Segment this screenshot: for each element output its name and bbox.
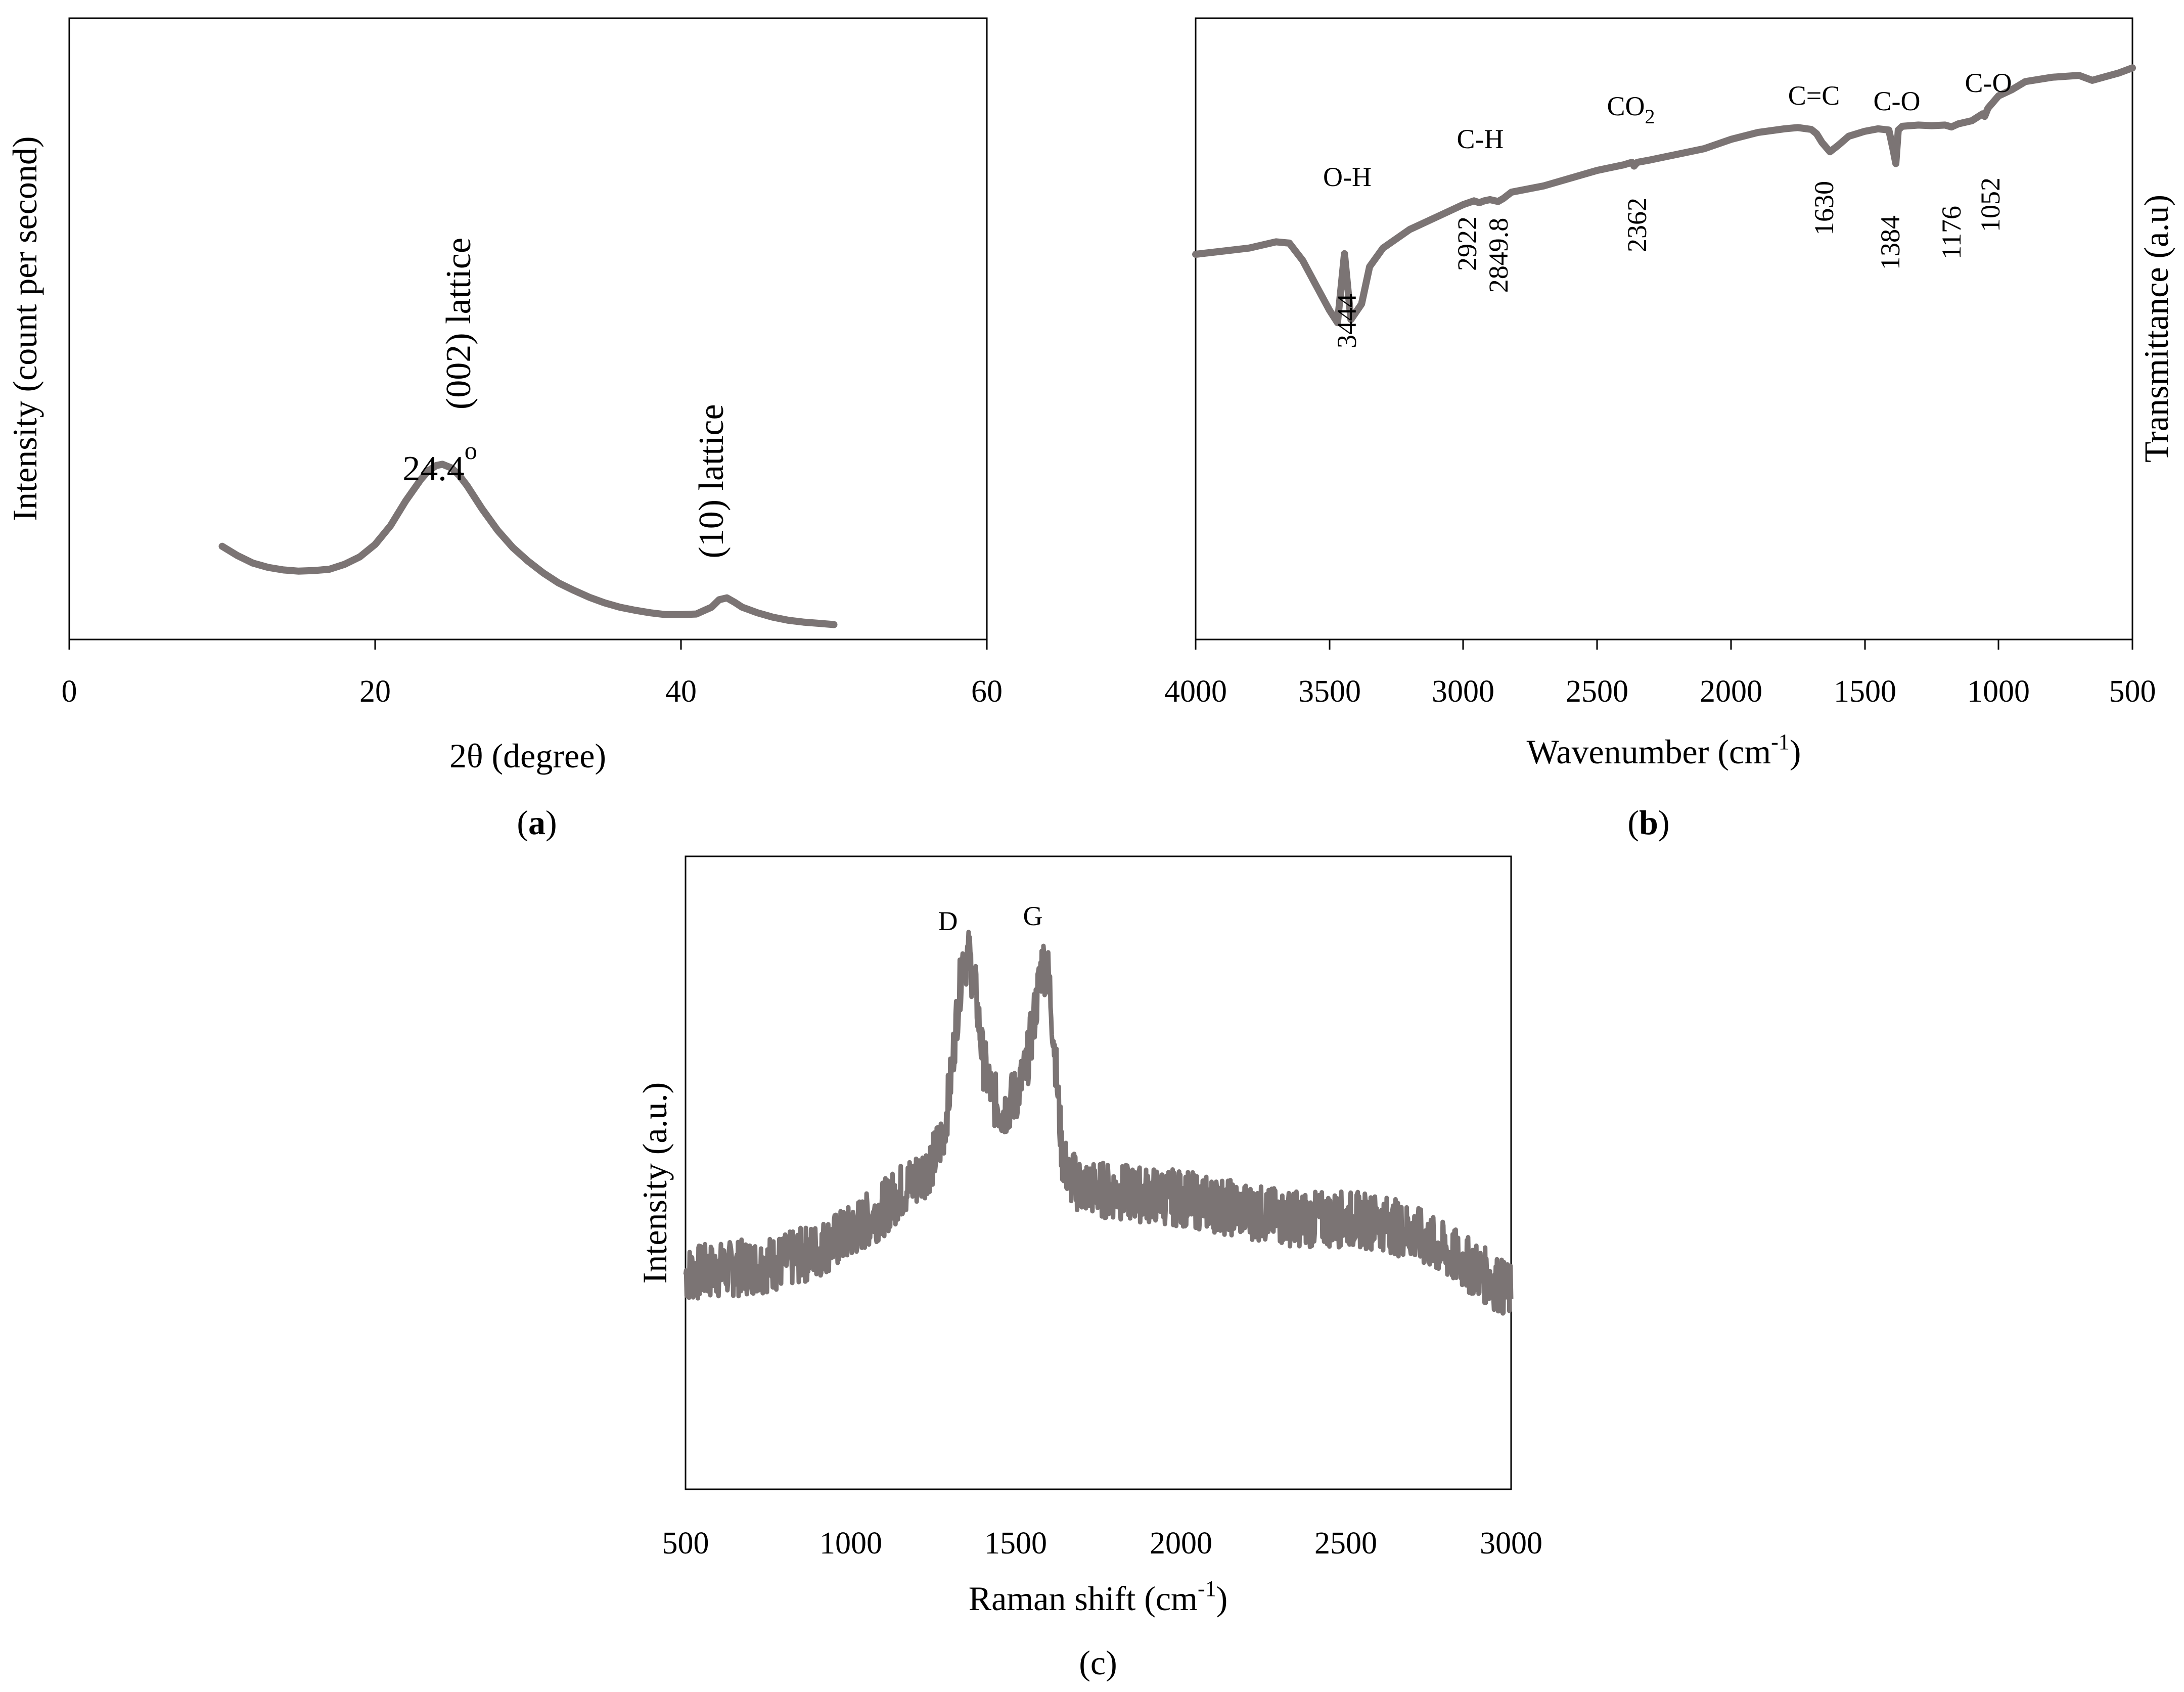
wavenumber-2849-8: 2849.8 (1483, 218, 1514, 293)
x-tick-label: 2500 (1566, 674, 1628, 709)
group-label-cc: C=C (1788, 80, 1840, 111)
wavenumber-2362: 2362 (1622, 198, 1652, 252)
peak-label-24-4: 24.4o (402, 436, 477, 488)
peak-label-24-4-value: 24.4 (402, 449, 465, 488)
group-label-co-1: C-O (1874, 86, 1921, 116)
wavenumber-1384: 1384 (1875, 215, 1905, 270)
x-axis-title-b-sup: -1 (1771, 729, 1790, 754)
plot-area-a (68, 17, 988, 641)
group-label-ch: C-H (1457, 124, 1504, 154)
x-tick-label: 1000 (820, 1526, 882, 1561)
band-label-g: G (1023, 901, 1043, 931)
group-label-co2: CO2 (1607, 91, 1655, 128)
panel-letter-b: b (1639, 803, 1658, 842)
y-axis-title-c: Intensity (a.u.) (635, 1082, 674, 1284)
lattice-002-label: (002) lattice (439, 238, 478, 409)
wavenumber-1176: 1176 (1936, 206, 1967, 259)
wavenumber-2922: 2922 (1452, 216, 1482, 271)
x-tick-label: 500 (662, 1526, 709, 1561)
wavenumber-1630: 1630 (1809, 181, 1839, 236)
panel-b: 4000 3500 3000 2500 2000 1500 1000 500 W… (1164, 17, 2175, 842)
x-ticks-b: 4000 3500 3000 2500 2000 1500 1000 500 (1164, 639, 2156, 709)
panel-label-b: (b) (1627, 803, 1669, 842)
x-axis-title-c: Raman shift (cm-1) (969, 1576, 1228, 1618)
panel-a: 0 20 40 60 2θ (degree) Intensity (count … (6, 17, 1003, 842)
x-tick-label: 1500 (984, 1526, 1047, 1561)
xrd-series-line (218, 461, 838, 628)
panel-label-c: (c) (1079, 1643, 1117, 1682)
x-tick-label: 1000 (1967, 674, 2030, 709)
x-axis-title-b: Wavenumber (cm-1) (1527, 729, 1801, 771)
x-axis-title-c-end: ) (1216, 1579, 1228, 1618)
x-tick-label: 20 (359, 674, 391, 709)
x-tick-label: 0 (62, 674, 77, 709)
x-axis-title-c-sup: -1 (1198, 1576, 1216, 1601)
x-tick-label: 500 (2109, 674, 2156, 709)
panel-letter-a: a (528, 803, 545, 842)
x-tick-label: 2000 (1700, 674, 1762, 709)
ftir-series-line (1192, 64, 2136, 327)
panel-c: 500 1000 1500 2000 2500 3000 Raman shift… (635, 855, 1543, 1682)
x-tick-label: 3500 (1298, 674, 1361, 709)
x-tick-label: 3000 (1432, 674, 1494, 709)
x-tick-label: 3000 (1480, 1526, 1542, 1561)
lattice-10-label: (10) lattice (692, 404, 731, 558)
x-tick-label: 2500 (1314, 1526, 1377, 1561)
panel-label-a: (a) (517, 803, 557, 842)
group-label-co-2: C-O (1965, 68, 2012, 98)
x-tick-label: 2000 (1150, 1526, 1212, 1561)
wavenumber-1052: 1052 (1975, 177, 2006, 232)
plot-area-b (1195, 17, 2133, 641)
band-label-d: D (938, 906, 958, 936)
y-axis-title-a: Intensity (count per second) (6, 136, 44, 521)
x-axis-title-b-end: ) (1790, 733, 1801, 771)
x-tick-label: 40 (665, 674, 697, 709)
group-label-co2-main: CO (1607, 91, 1645, 121)
y-axis-title-b: Transmittance (a.u) (2137, 195, 2175, 463)
x-axis-title-b-main: Wavenumber (cm (1527, 733, 1771, 771)
x-tick-label: 4000 (1164, 674, 1227, 709)
raman-series-line (683, 930, 1514, 1316)
x-ticks-c: 500 1000 1500 2000 2500 3000 (662, 1526, 1543, 1561)
group-label-oh: O-H (1323, 162, 1372, 192)
peak-label-24-4-degree: o (465, 436, 477, 465)
x-axis-title-c-main: Raman shift (cm (969, 1579, 1198, 1618)
x-axis-title-a: 2θ (degree) (449, 737, 606, 775)
x-tick-label: 60 (971, 674, 1003, 709)
group-label-co2-sub: 2 (1645, 105, 1655, 128)
x-ticks-a: 0 20 40 60 (62, 639, 1003, 709)
plot-area-c (685, 855, 1512, 1490)
x-tick-label: 1500 (1834, 674, 1896, 709)
wavenumber-3444: 3444 (1332, 294, 1362, 348)
